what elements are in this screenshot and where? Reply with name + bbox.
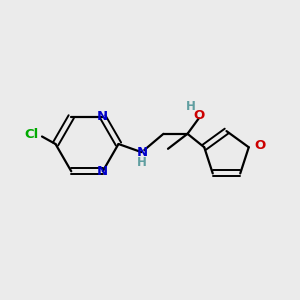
Text: Cl: Cl [24, 128, 38, 142]
Text: O: O [193, 109, 205, 122]
Text: H: H [186, 100, 195, 113]
Text: N: N [97, 165, 108, 178]
Text: N: N [97, 110, 108, 123]
Text: H: H [137, 155, 147, 169]
Text: N: N [136, 146, 148, 159]
Text: O: O [254, 139, 266, 152]
